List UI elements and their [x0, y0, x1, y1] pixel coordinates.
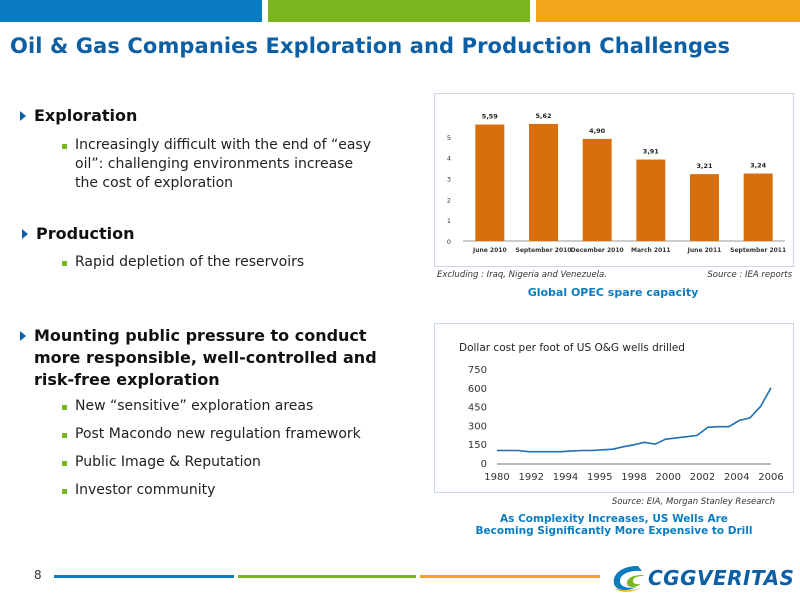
- drilling-cost-line-chart: Dollar cost per foot of US O&G wells dri…: [459, 342, 784, 483]
- x-tick-label: 1992: [519, 472, 544, 483]
- x-tick-label: September 2011: [730, 247, 786, 254]
- bar: [636, 159, 666, 241]
- opec-chart-panel: 0 1 2 3 4 5 5,59 June 2010 5,62 September 2010 4,9…: [434, 93, 794, 267]
- bar-value-label: 5,59: [482, 113, 499, 121]
- x-tick-label: 2000: [656, 472, 681, 483]
- y-tick-label: 1: [447, 217, 451, 225]
- cost-series-line: [497, 387, 772, 453]
- footer-line-green: [238, 575, 416, 578]
- top-bar-green: [268, 0, 530, 22]
- top-bar-orange: [536, 0, 800, 22]
- page-title: Oil & Gas Companies Exploration and Prod…: [10, 34, 731, 58]
- pressure-sub-3: Public Image & Reputation: [75, 454, 261, 470]
- y-tick-label: 300: [468, 421, 487, 432]
- company-logo: CGGVERITAS: [608, 562, 794, 594]
- footer-line-blue: [54, 575, 234, 578]
- heading-exploration: Exploration: [34, 106, 138, 125]
- y-tick-label: 0: [481, 459, 487, 470]
- bar-value-label: 4,90: [589, 127, 606, 135]
- opec-bar-chart: 0 1 2 3 4 5 5,59 June 2010 5,62 September 2010 4,9…: [447, 112, 786, 254]
- x-tick-label: 2006: [758, 472, 783, 483]
- y-tick-label: 5: [447, 134, 451, 142]
- opec-chart-caption: Global OPEC spare capacity: [527, 286, 699, 299]
- drilling-cost-chart-panel: Dollar cost per foot of US O&G wells dri…: [434, 323, 794, 493]
- chart-title: Dollar cost per foot of US O&G wells dri…: [459, 342, 685, 354]
- drilling-chart-caption: As Complexity Increases, US Wells Are Be…: [475, 513, 753, 537]
- top-bar-blue: [0, 0, 262, 22]
- sub-bullet-icon: [62, 433, 67, 438]
- x-tick-label: June 2011: [687, 247, 722, 254]
- bar: [743, 173, 773, 241]
- y-tick-label: 2: [447, 196, 451, 204]
- x-tick-label: 1995: [587, 472, 612, 483]
- sub-bullet-icon: [62, 461, 67, 466]
- drilling-chart-source: Source: EIA, Morgan Stanley Research: [611, 497, 775, 507]
- footer-line-orange: [420, 575, 600, 578]
- bar-value-label: 3,91: [643, 148, 660, 156]
- bar: [475, 124, 505, 241]
- chart-exclusion-note: Excluding : Iraq, Nigeria and Venezuela.: [437, 270, 607, 280]
- y-tick-label: 750: [468, 365, 487, 376]
- bar: [690, 174, 719, 241]
- x-tick-label: 2004: [724, 472, 749, 483]
- logo-text: CGGVERITAS: [648, 566, 795, 590]
- sub-bullet-icon: [62, 144, 67, 149]
- bar-value-label: 3,24: [750, 162, 767, 170]
- sub-bullet-icon: [62, 489, 67, 494]
- y-tick-label: 450: [468, 403, 487, 414]
- heading-production: Production: [36, 224, 135, 243]
- page-number: 8: [34, 568, 42, 582]
- bullet-arrow-icon: [20, 331, 26, 341]
- bar-value-label: 5,62: [535, 112, 551, 120]
- bar: [529, 123, 558, 241]
- y-tick-label: 0: [447, 238, 451, 246]
- pressure-sub-4: Investor community: [75, 482, 216, 498]
- chart-source-note: Source : IEA reports: [707, 270, 792, 280]
- x-tick-label: March 2011: [631, 247, 671, 254]
- heading-public-pressure: Mounting public pressure to conduct more…: [34, 326, 377, 389]
- sub-bullet-icon: [62, 405, 67, 410]
- x-tick-label: December 2010: [571, 247, 624, 254]
- x-tick-label: 1994: [553, 472, 578, 483]
- pressure-sub-1: New “sensitive” exploration areas: [75, 398, 314, 414]
- y-tick-label: 600: [468, 384, 487, 395]
- sub-bullet-icon: [62, 261, 67, 266]
- y-tick-label: 3: [447, 176, 451, 184]
- bar: [582, 138, 612, 241]
- pressure-sub-2: Post Macondo new regulation framework: [75, 426, 361, 442]
- x-tick-label: 1980: [484, 472, 509, 483]
- bullet-arrow-icon: [22, 229, 28, 239]
- bar-value-label: 3,21: [696, 162, 713, 170]
- bullet-arrow-icon: [20, 111, 26, 121]
- x-tick-label: June 2010: [472, 247, 507, 254]
- y-tick-label: 150: [468, 440, 487, 451]
- exploration-sub-1: Increasingly difficult with the end of “…: [75, 137, 371, 191]
- production-sub-1: Rapid depletion of the reservoirs: [75, 254, 305, 270]
- logo-swirl-icon: [613, 566, 644, 592]
- x-tick-label: 1998: [621, 472, 646, 483]
- y-tick-label: 4: [447, 155, 451, 163]
- x-tick-label: 2002: [690, 472, 715, 483]
- x-tick-label: September 2010: [516, 247, 572, 254]
